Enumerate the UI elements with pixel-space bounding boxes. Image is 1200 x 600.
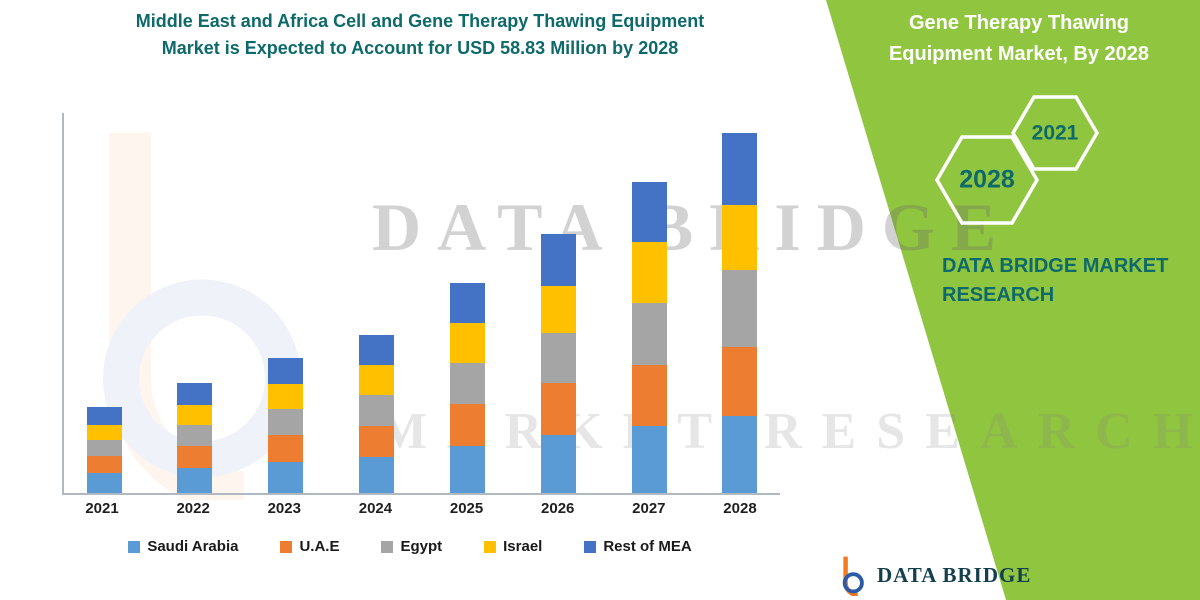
x-axis-label-2021: 2021 xyxy=(85,500,119,517)
legend-label-rest-of-mea: Rest of MEA xyxy=(603,538,692,555)
bar-segment-israel xyxy=(540,285,576,333)
legend-label-egypt: Egypt xyxy=(400,538,443,555)
footer-logo: DATA BRIDGE xyxy=(836,554,1031,596)
bar-segment-u-a-e xyxy=(359,425,395,457)
hexagon-badges: 2028 2021 xyxy=(934,95,1100,225)
bar-segment-saudi-arabia xyxy=(449,445,485,493)
bar-segment-saudi-arabia xyxy=(540,434,576,493)
hexagon-2021-label: 2021 xyxy=(1032,122,1079,145)
x-axis-label-2027: 2027 xyxy=(632,500,666,517)
bar-segment-saudi-arabia xyxy=(86,472,122,493)
stacked-bar-plot-area xyxy=(62,113,780,495)
stacked-bar-2028 xyxy=(722,133,758,493)
bar-segment-u-a-e xyxy=(86,455,122,473)
hexagon-2028-outline xyxy=(934,135,1040,225)
bar-segment-rest-of-mea xyxy=(268,358,304,385)
bar-segment-israel xyxy=(722,205,758,271)
chart-title-line1: Middle East and Africa Cell and Gene The… xyxy=(135,11,705,31)
legend-swatch-rest-of-mea xyxy=(584,540,597,553)
x-axis-label-2022: 2022 xyxy=(176,500,210,517)
legend-item-saudi-arabia: Saudi Arabia xyxy=(128,538,238,555)
stacked-bar-2021 xyxy=(86,407,122,493)
bar-segment-u-a-e xyxy=(722,346,758,416)
bar-segment-rest-of-mea xyxy=(177,382,213,405)
chart-legend: Saudi Arabia U.A.E Egypt Israel Rest of MEA xyxy=(30,538,790,555)
bar-segment-israel xyxy=(177,404,213,426)
x-axis-label-2024: 2024 xyxy=(358,500,393,517)
bar-segment-egypt xyxy=(540,332,576,383)
legend-item-israel: Israel xyxy=(484,538,542,555)
stacked-bar-2025 xyxy=(449,283,485,493)
bar-segment-egypt xyxy=(722,270,758,347)
bar-segment-israel xyxy=(268,384,304,410)
legend-label-israel: Israel xyxy=(503,538,543,555)
bar-segment-saudi-arabia xyxy=(631,426,667,493)
data-bridge-logo-icon xyxy=(842,556,864,596)
stacked-bar-2022 xyxy=(177,382,213,493)
chart-title: Middle East and Africa Cell and Gene The… xyxy=(70,8,770,62)
bar-segment-saudi-arabia xyxy=(359,456,395,493)
bar-cell-2024 xyxy=(349,113,405,493)
bar-segment-egypt xyxy=(359,394,395,426)
bar-segment-rest-of-mea xyxy=(631,181,667,242)
bar-segment-u-a-e xyxy=(540,382,576,435)
stacked-bar-2024 xyxy=(359,334,395,493)
x-axis-label-2023: 2023 xyxy=(267,500,301,517)
bar-segment-rest-of-mea xyxy=(359,334,395,365)
bar-segment-israel xyxy=(359,364,395,395)
bar-segment-u-a-e xyxy=(268,434,304,462)
bar-cell-2021 xyxy=(76,113,132,493)
bar-cell-2022 xyxy=(167,113,223,493)
bar-segment-israel xyxy=(449,322,485,363)
side-panel-heading: Gene Therapy Thawing Equipment Market, B… xyxy=(888,12,1150,65)
legend-item-egypt: Egypt xyxy=(381,538,442,555)
side-panel-brand-text: DATA BRIDGE MARKET RESEARCH xyxy=(942,255,1169,306)
bar-segment-u-a-e xyxy=(631,365,667,427)
bar-segment-u-a-e xyxy=(449,403,485,446)
x-axis-labels: 2021 2022 2023 2024 2025 2026 2027 2028 xyxy=(62,500,780,517)
x-axis-label-2028: 2028 xyxy=(723,500,757,517)
bar-segment-saudi-arabia xyxy=(268,461,304,493)
chart-title-line2: Market is Expected to Account for USD 58… xyxy=(161,38,679,58)
bar-segment-saudi-arabia xyxy=(722,415,758,493)
x-axis-label-2026: 2026 xyxy=(541,500,575,517)
bar-cell-2026 xyxy=(530,113,586,493)
bar-segment-rest-of-mea xyxy=(540,233,576,286)
legend-swatch-egypt xyxy=(381,540,394,553)
legend-label-saudi-arabia: Saudi Arabia xyxy=(147,538,239,555)
legend-swatch-saudi-arabia xyxy=(128,540,141,553)
stacked-bar-2023 xyxy=(268,358,304,493)
legend-swatch-u-a-e xyxy=(280,540,293,553)
bar-segment-saudi-arabia xyxy=(177,467,213,493)
bar-cell-2025 xyxy=(439,113,495,493)
bar-segment-egypt xyxy=(86,439,122,456)
bar-segment-egypt xyxy=(268,409,304,435)
bar-segment-rest-of-mea xyxy=(722,133,758,206)
bar-segment-egypt xyxy=(177,425,213,446)
legend-item-u-a-e: U.A.E xyxy=(280,538,339,555)
bar-segment-rest-of-mea xyxy=(86,407,122,425)
stacked-bar-2026 xyxy=(540,233,576,493)
bar-segment-egypt xyxy=(449,362,485,404)
bar-segment-egypt xyxy=(631,303,667,366)
stacked-bar-2027 xyxy=(631,181,667,493)
bar-cell-2027 xyxy=(621,113,677,493)
legend-item-rest-of-mea: Rest of MEA xyxy=(584,538,692,555)
bar-segment-rest-of-mea xyxy=(449,283,485,323)
legend-label-u-a-e: U.A.E xyxy=(299,538,340,555)
bar-cell-2028 xyxy=(712,113,768,493)
bar-segment-u-a-e xyxy=(177,445,213,468)
legend-swatch-israel xyxy=(484,540,497,553)
bar-segment-israel xyxy=(86,424,122,440)
bar-segment-israel xyxy=(631,241,667,304)
x-axis-label-2025: 2025 xyxy=(449,500,484,517)
footer-brand-text: DATA BRIDGE xyxy=(877,562,1032,587)
hexagon-2028-label: 2028 xyxy=(959,166,1015,194)
bar-cell-2023 xyxy=(258,113,314,493)
hexagon-2021-outline xyxy=(1010,95,1100,171)
